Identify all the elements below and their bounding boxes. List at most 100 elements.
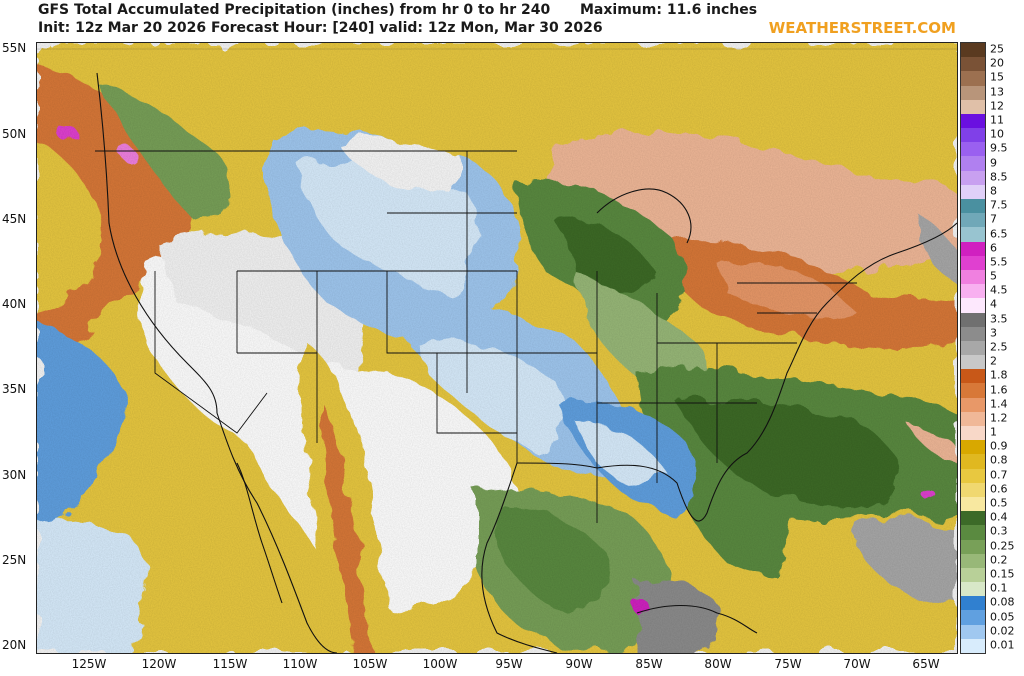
legend-level-label: 1.6: [990, 383, 1008, 397]
legend-swatch: [961, 255, 985, 271]
lat-label: 25N: [2, 553, 27, 567]
legend-swatch: [961, 269, 985, 285]
legend-level-label: 9: [990, 156, 997, 170]
lon-label: 90W: [565, 657, 593, 671]
lon-label: 100W: [422, 657, 458, 671]
precip-color-legend: [960, 42, 986, 654]
legend-swatch: [961, 539, 985, 555]
legend-level-label: 1: [990, 425, 997, 439]
legend-swatch: [961, 184, 985, 200]
brand-logo[interactable]: WEATHERSTREET.COM: [768, 19, 956, 37]
precipitation-map[interactable]: [36, 42, 958, 654]
legend-swatch: [961, 57, 985, 72]
legend-level-label: 0.05: [990, 610, 1015, 624]
lon-label: 70W: [843, 657, 871, 671]
legend-level-label: 0.5: [990, 496, 1008, 510]
legend-level-label: 0.3: [990, 524, 1008, 538]
legend-level-label: 20: [990, 56, 1004, 70]
legend-swatch: [961, 454, 985, 470]
legend-level-label: 13: [990, 85, 1004, 99]
legend-swatch: [961, 397, 985, 413]
lat-label: 35N: [2, 382, 27, 396]
legend-swatch: [961, 43, 985, 58]
legend-level-label: 8: [990, 184, 997, 198]
legend-level-label: 0.25: [990, 539, 1015, 553]
legend-swatch: [961, 142, 985, 157]
legend-swatch: [961, 156, 985, 172]
legend-level-label: 0.4: [990, 510, 1008, 524]
legend-level-label: 0.08: [990, 595, 1015, 609]
lon-label: 65W: [912, 657, 940, 671]
legend-level-label: 6.5: [990, 227, 1008, 240]
legend-level-label: 0.9: [990, 439, 1008, 453]
legend-level-label: 7.5: [990, 198, 1008, 212]
legend-level-label: 0.8: [990, 453, 1008, 467]
legend-level-label: 15: [990, 70, 1004, 84]
legend-swatch: [961, 199, 985, 214]
legend-swatch: [961, 312, 985, 328]
legend-swatch: [961, 369, 985, 384]
legend-swatch: [961, 610, 985, 626]
legend-level-label: 0.6: [990, 482, 1008, 496]
legend-swatch: [961, 567, 985, 583]
legend-level-label: 12: [990, 99, 1004, 113]
coastlines: [96, 72, 957, 653]
legend-swatch: [961, 511, 985, 526]
legend-swatch: [961, 624, 985, 640]
lon-label: 115W: [212, 657, 248, 671]
legend-swatch: [961, 340, 985, 356]
legend-swatch: [961, 113, 985, 129]
lat-label: 50N: [2, 127, 27, 141]
lat-label: 30N: [2, 468, 27, 482]
legend-level-label: 8.5: [990, 170, 1008, 184]
legend-swatch: [961, 596, 985, 611]
legend-level-label: 2: [990, 354, 997, 368]
legend-level-label: 5: [990, 269, 997, 283]
legend-level-label: 5.5: [990, 255, 1008, 269]
legend-level-label: 4.5: [990, 283, 1008, 297]
legend-level-label: 1.8: [990, 368, 1008, 382]
legend-level-label: 0.7: [990, 468, 1008, 482]
lon-label: 120W: [141, 657, 177, 671]
lat-label: 40N: [2, 297, 27, 311]
legend-level-label: 1.2: [990, 411, 1008, 425]
legend-level-label: 0.01: [990, 638, 1015, 652]
legend-swatch: [961, 496, 985, 512]
legend-level-label: 1.4: [990, 397, 1008, 411]
legend-swatch: [961, 298, 985, 314]
legend-swatch: [961, 525, 985, 540]
lon-label: 105W: [352, 657, 388, 671]
legend-swatch: [961, 85, 985, 101]
lat-label: 20N: [2, 638, 27, 652]
legend-swatch: [961, 383, 985, 399]
legend-level-label: 4: [990, 297, 997, 311]
lon-label: 75W: [774, 657, 802, 671]
legend-swatch: [961, 355, 985, 370]
legend-swatch: [961, 99, 985, 115]
legend-level-label: 9.5: [990, 141, 1008, 155]
legend-level-label: 25: [990, 42, 1004, 56]
map-title: GFS Total Accumulated Precipitation (inc…: [38, 2, 551, 18]
legend-level-label: 0.02: [990, 624, 1015, 638]
legend-swatch: [961, 482, 985, 498]
legend-level-label: 0.15: [990, 567, 1015, 581]
lon-label: 125W: [71, 657, 107, 671]
lat-label: 45N: [2, 212, 27, 226]
legend-swatch: [961, 170, 985, 186]
lon-label: 80W: [704, 657, 732, 671]
legend-swatch: [961, 582, 985, 597]
lon-label: 110W: [282, 657, 318, 671]
lat-label: 55N: [2, 41, 27, 55]
legend-level-label: 2.5: [990, 340, 1008, 354]
legend-swatch: [961, 326, 985, 342]
legend-swatch: [961, 553, 985, 569]
legend-swatch: [961, 284, 985, 299]
legend-level-label: 6: [990, 241, 997, 255]
legend-level-label: 11: [990, 113, 1004, 127]
init-label: Init: 12z Mar 20 2026 Forecast Hour: [24…: [38, 20, 603, 36]
legend-swatch: [961, 213, 985, 228]
legend-swatch: [961, 411, 985, 427]
lon-label: 85W: [635, 657, 663, 671]
maximum-label: Maximum: 11.6 inches: [580, 2, 758, 18]
state-boundaries: [95, 150, 857, 523]
